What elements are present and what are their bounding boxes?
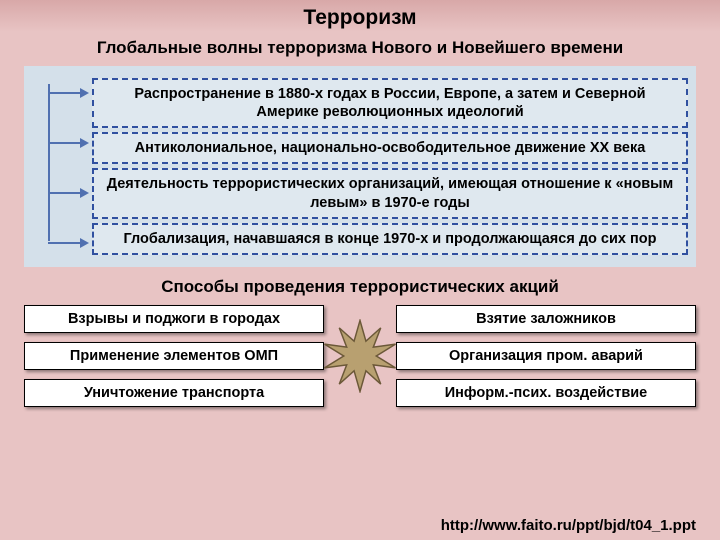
method-box: Организация пром. аварий [396,342,696,370]
method-box: Информ.-псих. воздействие [396,379,696,407]
connector-arm [48,192,84,194]
connector-arm [48,92,84,94]
connector-arm [48,142,84,144]
wave-item: Деятельность террористических организаци… [92,168,688,218]
method-row: Применение элементов ОМП Организация про… [24,342,696,370]
connector-trunk [48,84,50,241]
source-url: http://www.faito.ru/ppt/bjd/t04_1.ppt [441,517,696,534]
arrow-icon [80,88,89,98]
main-title: Терроризм [0,6,720,30]
method-box: Взятие заложников [396,305,696,333]
title-bar: Терроризм [0,0,720,32]
wave-item: Глобализация, начавшаяся в конце 1970-х … [92,223,688,255]
method-row: Уничтожение транспорта Информ.-псих. воз… [24,379,696,407]
connector-arm [48,242,84,244]
waves-subtitle: Глобальные волны терроризма Нового и Нов… [0,38,720,58]
wave-item: Антиколониальное, национально-освободите… [92,132,688,164]
methods-title: Способы проведения террористических акци… [0,277,720,297]
method-box: Уничтожение транспорта [24,379,324,407]
method-row: Взрывы и поджоги в городах Взятие заложн… [24,305,696,333]
arrow-icon [80,188,89,198]
arrow-icon [80,138,89,148]
waves-panel: Распространение в 1880-х годах в России,… [24,66,696,267]
wave-item: Распространение в 1880-х годах в России,… [92,78,688,128]
method-box: Применение элементов ОМП [24,342,324,370]
method-box: Взрывы и поджоги в городах [24,305,324,333]
arrow-icon [80,238,89,248]
methods-grid: Взрывы и поджоги в городах Взятие заложн… [24,305,696,407]
